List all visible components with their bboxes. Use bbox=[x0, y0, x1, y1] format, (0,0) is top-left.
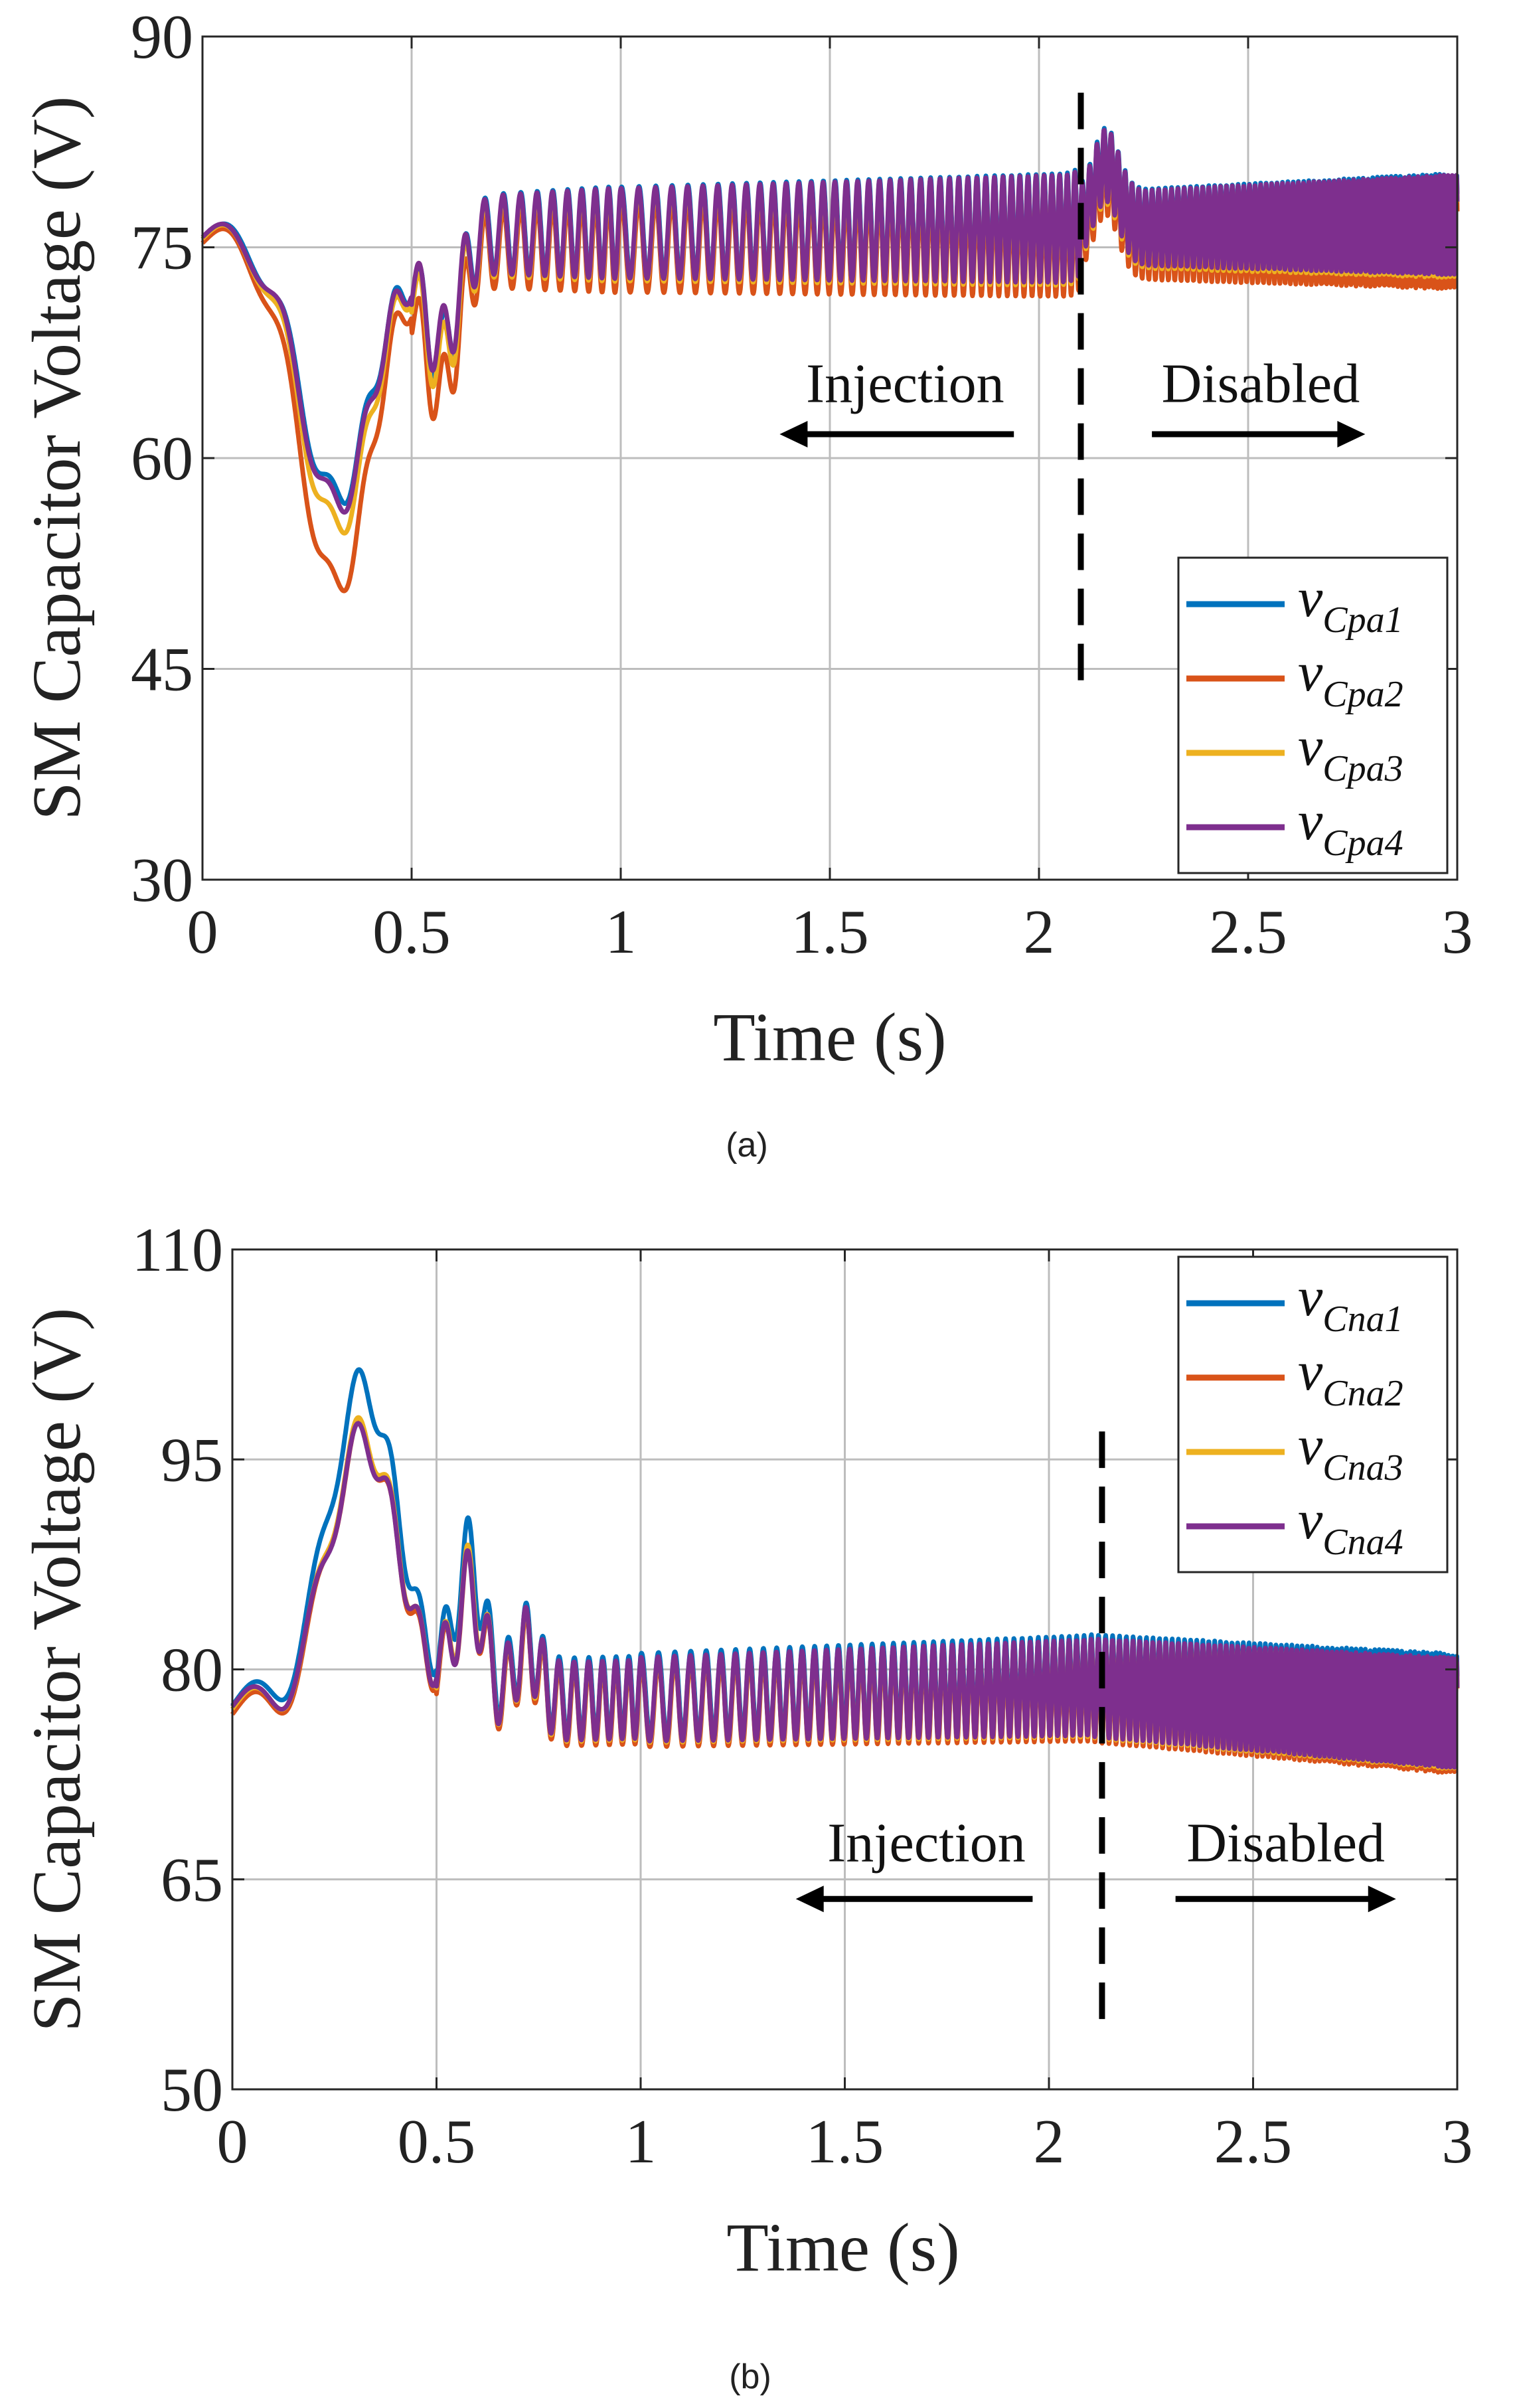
series-lines-b bbox=[230, 1367, 1460, 1775]
x-tick-label: 0.5 bbox=[398, 2107, 476, 2176]
legend-label-Cna4: vCna4 bbox=[1298, 1489, 1403, 1563]
y-axis-label-a: SM Capacitor Voltage (V) bbox=[19, 96, 95, 821]
y-tick-label: 80 bbox=[161, 1636, 223, 1705]
x-tick-label: 0 bbox=[187, 898, 218, 967]
annotation-disabled: Disabled bbox=[1186, 1812, 1385, 1874]
annotation-injection: Injection bbox=[827, 1812, 1026, 1874]
y-axis-label-b: SM Capacitor Voltage (V) bbox=[19, 1308, 95, 2032]
annotation-arrow-head bbox=[1368, 1886, 1396, 1913]
y-tick-label: 75 bbox=[131, 214, 193, 283]
legend-box bbox=[1177, 1255, 1449, 1573]
x-tick-label: 1.5 bbox=[806, 2107, 884, 2176]
y-tick-label: 95 bbox=[161, 1425, 223, 1494]
x-tick-label: 2.5 bbox=[1214, 2107, 1293, 2176]
series-lines-a bbox=[200, 125, 1460, 594]
y-tick-labels-a: 30 45 60 75 90 bbox=[131, 3, 1457, 915]
y-tick-label: 45 bbox=[131, 635, 193, 704]
x-tick-labels-b: 0 0.5 1 1.5 2 2.5 3 bbox=[217, 1249, 1473, 2176]
annotation-injection: Injection bbox=[806, 353, 1004, 414]
legend-box bbox=[1177, 556, 1449, 874]
x-tick-label: 1.5 bbox=[791, 898, 869, 967]
x-tick-label: 0 bbox=[217, 2107, 248, 2176]
x-tick-label: 2 bbox=[1034, 2107, 1065, 2176]
annotation-arrow-head bbox=[795, 1886, 824, 1913]
caption-a: (a) bbox=[726, 1126, 768, 1164]
y-tick-label: 30 bbox=[131, 846, 193, 915]
panel-b: 50 65 80 95 110 0 0.5 1 1.5 2 2.5 3 Time (s) SM Ca… bbox=[19, 1216, 1473, 2396]
x-tick-label: 0.5 bbox=[372, 898, 451, 967]
y-tick-label: 60 bbox=[131, 424, 193, 493]
x-tick-label: 2.5 bbox=[1209, 898, 1287, 967]
series-line-Cpa4 bbox=[200, 127, 1460, 515]
y-tick-label: 50 bbox=[161, 2055, 223, 2125]
x-tick-label: 1 bbox=[625, 2107, 657, 2176]
x-tick-label: 2 bbox=[1024, 898, 1055, 967]
series-line-Cna4 bbox=[230, 1421, 1460, 1770]
y-tick-label: 110 bbox=[131, 1216, 223, 1285]
caption-b: (b) bbox=[729, 2358, 771, 2396]
y-tick-labels-b: 50 65 80 95 110 bbox=[131, 1216, 1457, 2125]
y-tick-label: 65 bbox=[161, 1846, 223, 1915]
x-tick-label: 3 bbox=[1442, 898, 1473, 967]
legend-label-Cna1: vCna1 bbox=[1298, 1266, 1403, 1340]
y-tick-label: 90 bbox=[131, 3, 193, 72]
annotation-disabled: Disabled bbox=[1162, 353, 1360, 414]
x-tick-labels-a: 0 0.5 1 1.5 2 2.5 3 bbox=[187, 37, 1473, 967]
x-tick-label: 3 bbox=[1442, 2107, 1473, 2176]
annotation-arrow-head bbox=[1337, 421, 1366, 448]
x-tick-label: 1 bbox=[605, 898, 637, 967]
panel-a: 30 45 60 75 90 0 0.5 1 1.5 2 2.5 3 Time (s) SM Cap… bbox=[19, 3, 1473, 1164]
x-axis-label-b: Time (s) bbox=[726, 2209, 960, 2286]
annotation-arrow-head bbox=[779, 421, 808, 448]
annotations-b: Injection Disabled bbox=[795, 1812, 1396, 1913]
annotations-a: Injection Disabled bbox=[779, 353, 1366, 448]
x-axis-label-a: Time (s) bbox=[713, 999, 947, 1076]
